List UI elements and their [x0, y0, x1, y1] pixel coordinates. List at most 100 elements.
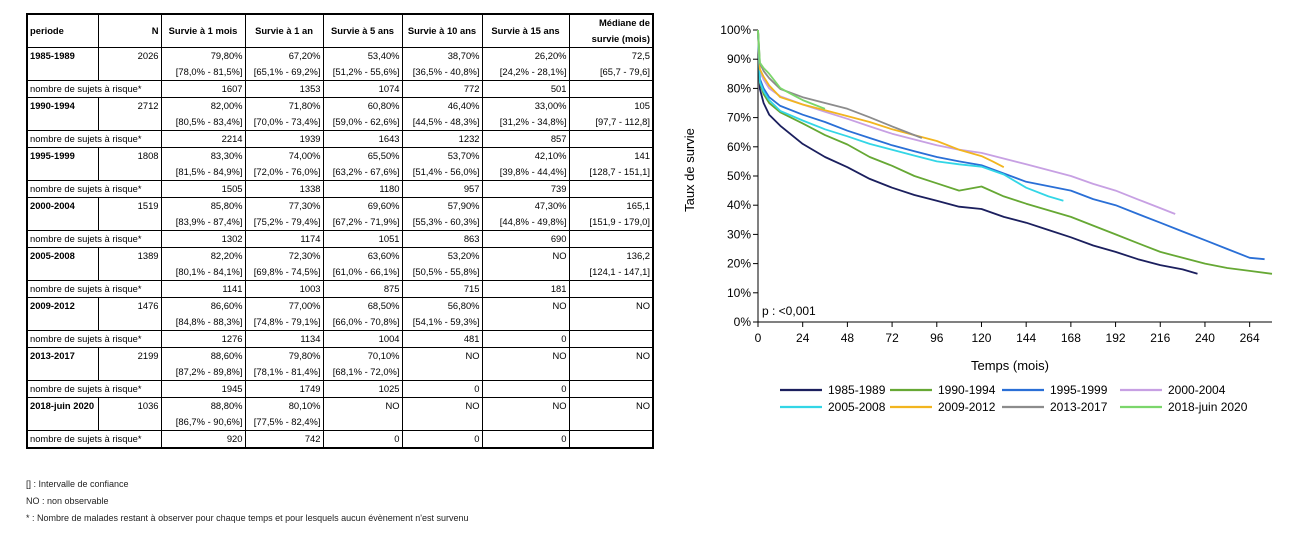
- at-risk-cell: 1607: [160, 80, 246, 98]
- confidence-interval-cell: [69,8% - 74,5%]: [244, 264, 324, 281]
- table-row-values: 1990-1994 2712 82,00% 71,80% 60,80% 46,40% 33,…: [26, 97, 654, 131]
- survival-value-cell: 26,20%: [481, 47, 570, 64]
- survival-table-container: periode N Survie à 1 mois Survie à 1 an …: [26, 13, 654, 449]
- at-risk-label: nombre de sujets à risque*: [26, 180, 162, 198]
- at-risk-cell: 772: [401, 80, 483, 98]
- confidence-interval-cell: [70,0% - 73,4%]: [244, 114, 324, 131]
- at-risk-cell: 1939: [244, 130, 324, 148]
- header-n: N: [97, 13, 162, 48]
- x-tick-label: 192: [1106, 331, 1126, 345]
- table-row-at-risk: nombre de sujets à risque* 920 742 0 0 0: [26, 430, 654, 449]
- confidence-interval-cell: [31,2% - 34,8%]: [481, 114, 570, 131]
- n-cell: 1476: [97, 297, 162, 331]
- confidence-interval-cell: [55,3% - 60,3%]: [401, 214, 483, 231]
- series-line-2013-2017: [757, 29, 923, 139]
- survival-value-cell: NO: [322, 397, 403, 414]
- confidence-interval-cell: [77,5% - 82,4%]: [244, 414, 324, 431]
- confidence-interval-cell: [481, 364, 570, 381]
- confidence-interval-cell: [80,1% - 84,1%]: [160, 264, 246, 281]
- at-risk-cell: 2214: [160, 130, 246, 148]
- confidence-interval-cell: [568, 414, 654, 431]
- at-risk-cell: 957: [401, 180, 483, 198]
- table-row-values: 1985-1989 2026 79,80% 67,20% 53,40% 38,70% 26,…: [26, 47, 654, 81]
- table-row-at-risk: nombre de sujets à risque* 1302 1174 1051 86…: [26, 230, 654, 248]
- n-cell: 2712: [97, 97, 162, 131]
- y-tick-label: 70%: [727, 111, 751, 125]
- n-cell: 2026: [97, 47, 162, 81]
- header-survie-1-mois: Survie à 1 mois: [160, 13, 246, 48]
- table-row-at-risk: nombre de sujets à risque* 1276 1134 1004 48…: [26, 330, 654, 348]
- period-cell: 2005-2008: [26, 247, 99, 281]
- legend-label: 2005-2008: [828, 400, 886, 414]
- table-row-ci: [83,9% - 87,4%] [75,2% - 79,4%] [67,2% - 7…: [27, 214, 654, 231]
- series-line-2000-2004: [757, 29, 1176, 215]
- chart-legend: 1985-1989 1990-1994 1995-1999 2000-2004 2005…: [780, 383, 1248, 414]
- x-tick-label: 120: [971, 331, 991, 345]
- period-cell: 2018-juin 2020: [26, 397, 99, 431]
- table-row-values: 1995-1999 1808 83,30% 74,00% 65,50% 53,70% 42,…: [26, 147, 654, 181]
- survival-value-cell: 69,60%: [322, 197, 403, 214]
- survival-value-cell: 80,10%: [244, 397, 324, 414]
- at-risk-cell: 1025: [322, 380, 403, 398]
- x-tick-label: 0: [755, 331, 762, 345]
- at-risk-label: nombre de sujets à risque*: [26, 130, 162, 148]
- survival-curve-chart: 0% 10% 20% 30% 40% 50% 60% 70% 80% 90% 100% 0 24 48 72…: [682, 23, 1273, 414]
- at-risk-label: nombre de sujets à risque*: [26, 80, 162, 98]
- at-risk-cell: 1232: [401, 130, 483, 148]
- y-tick-label: 100%: [720, 23, 751, 37]
- y-tick-label: 60%: [727, 140, 751, 154]
- survival-value-cell: 53,20%: [401, 247, 483, 264]
- survival-value-cell: NO: [481, 347, 570, 364]
- at-risk-cell: 1141: [160, 280, 246, 298]
- survival-value-cell: 56,80%: [401, 297, 483, 314]
- chart-axes: 0% 10% 20% 30% 40% 50% 60% 70% 80% 90% 100% 0 24 48 72…: [720, 23, 1272, 345]
- confidence-interval-cell: [63,2% - 67,6%]: [322, 164, 403, 181]
- confidence-interval-cell: [81,5% - 84,9%]: [160, 164, 246, 181]
- survival-value-cell: 136,2: [568, 247, 654, 264]
- header-survie-15-ans: Survie à 15 ans: [481, 13, 570, 48]
- at-risk-cell: 0: [401, 430, 483, 449]
- survival-value-cell: 68,50%: [322, 297, 403, 314]
- n-cell: 1808: [97, 147, 162, 181]
- at-risk-cell: 857: [481, 130, 570, 148]
- survival-value-cell: 82,00%: [160, 97, 246, 114]
- survival-value-cell: NO: [568, 297, 654, 314]
- at-risk-cell: [568, 230, 654, 248]
- at-risk-cell: 1749: [244, 380, 324, 398]
- confidence-interval-cell: [36,5% - 40,8%]: [401, 64, 483, 81]
- confidence-interval-cell: [481, 314, 570, 331]
- confidence-interval-cell: [61,0% - 66,1%]: [322, 264, 403, 281]
- at-risk-cell: [568, 180, 654, 198]
- confidence-interval-cell: [481, 414, 570, 431]
- p-value-annotation: p : <0,001: [762, 304, 816, 318]
- n-cell: 1389: [97, 247, 162, 281]
- table-row-at-risk: nombre de sujets à risque* 2214 1939 1643 12…: [26, 130, 654, 148]
- table-row-values: 2000-2004 1519 85,80% 77,30% 69,60% 57,90% 47,…: [26, 197, 654, 231]
- confidence-interval-cell: [39,8% - 44,4%]: [481, 164, 570, 181]
- survival-value-cell: 82,20%: [160, 247, 246, 264]
- confidence-interval-cell: [83,9% - 87,4%]: [160, 214, 246, 231]
- confidence-interval-cell: [80,5% - 83,4%]: [160, 114, 246, 131]
- y-tick-label: 30%: [727, 227, 751, 241]
- survival-value-cell: 53,70%: [401, 147, 483, 164]
- x-tick-label: 72: [885, 331, 899, 345]
- table-row-values: 2009-2012 1476 86,60% 77,00% 68,50% 56,80% NO N…: [26, 297, 654, 331]
- survival-value-cell: 77,00%: [244, 297, 324, 314]
- at-risk-cell: 0: [481, 380, 570, 398]
- confidence-interval-cell: [44,8% - 49,8%]: [481, 214, 570, 231]
- survival-value-cell: NO: [481, 247, 570, 264]
- table-row-ci: [84,8% - 88,3%] [74,8% - 79,1%] [66,0% - 7…: [27, 314, 654, 331]
- at-risk-cell: [568, 380, 654, 398]
- at-risk-cell: 863: [401, 230, 483, 248]
- at-risk-cell: 1276: [160, 330, 246, 348]
- survival-value-cell: 88,80%: [160, 397, 246, 414]
- table-header-row: periode N Survie à 1 mois Survie à 1 an …: [26, 13, 654, 48]
- survival-value-cell: 74,00%: [244, 147, 324, 164]
- confidence-interval-cell: [54,1% - 59,3%]: [401, 314, 483, 331]
- at-risk-cell: [568, 80, 654, 98]
- header-mediane-line2: survie (mois): [591, 33, 650, 44]
- confidence-interval-cell: [65,7 - 79,6]: [568, 64, 654, 81]
- table-row-at-risk: nombre de sujets à risque* 1945 1749 1025 0 0: [26, 380, 654, 398]
- footnote-no: NO : non observable: [26, 496, 109, 506]
- confidence-interval-cell: [87,2% - 89,8%]: [160, 364, 246, 381]
